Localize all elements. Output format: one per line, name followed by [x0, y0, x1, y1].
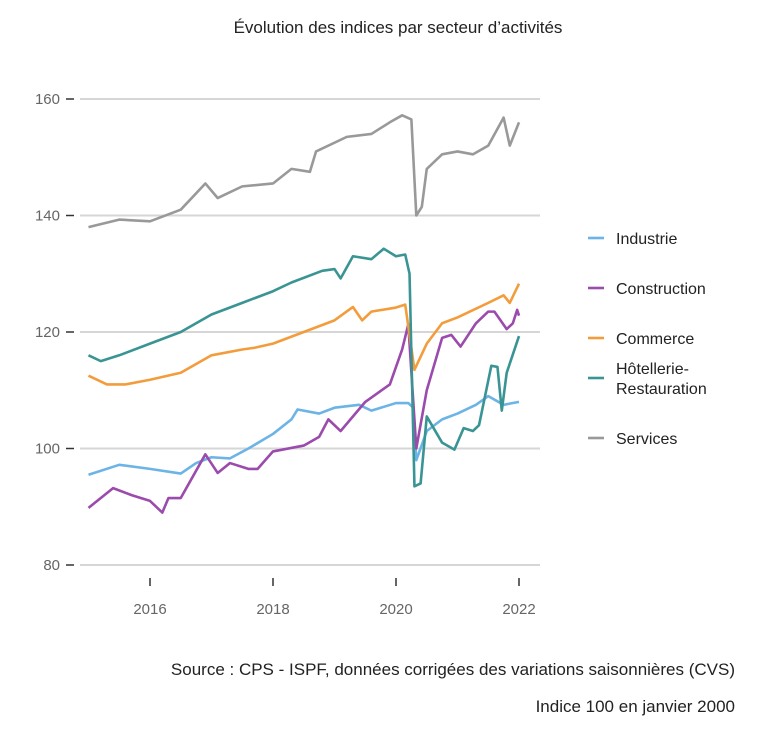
x-tick-label: 2016 — [133, 601, 166, 618]
chart-title: Évolution des indices par secteur d’acti… — [233, 18, 563, 37]
legend-label: Services — [616, 431, 677, 448]
y-tick-label: 140 — [35, 208, 60, 225]
x-tick-label: 2020 — [379, 601, 412, 618]
series-line-construction — [87, 308, 521, 514]
y-tick-label: 100 — [35, 441, 60, 458]
legend-label: Commerce — [616, 331, 694, 348]
source-note: Source : CPS - ISPF, données corrigées d… — [170, 660, 735, 679]
series-line-h-tellerie-restauration — [87, 247, 521, 488]
x-tick-label: 2018 — [256, 601, 289, 618]
series-line-industrie — [88, 394, 520, 476]
index-note: Indice 100 en janvier 2000 — [535, 697, 735, 716]
y-tick-label: 160 — [35, 91, 60, 108]
series-line-commerce — [87, 283, 521, 386]
legend-label: Hôtellerie-Restauration — [616, 361, 707, 398]
x-tick-label: 2022 — [502, 601, 535, 618]
line-chart: 2016 2018 2020 2022 80 100 120 140 160 Industrie C… — [35, 91, 707, 618]
y-tick-label: 120 — [35, 324, 60, 341]
legend-label: Construction — [616, 281, 706, 298]
y-tick-label: 80 — [43, 557, 60, 574]
legend-label: Industrie — [616, 231, 677, 248]
series-line-services — [88, 114, 521, 229]
